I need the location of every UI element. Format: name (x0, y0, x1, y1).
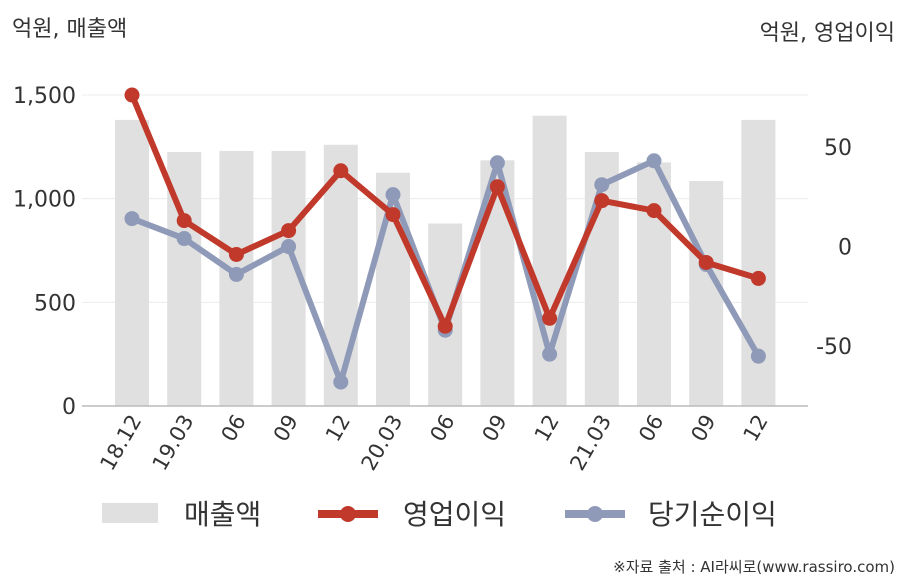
point-operating-profit-2 (228, 246, 244, 262)
point-operating-profit-9 (594, 193, 610, 209)
bar-revenue-10 (637, 162, 671, 406)
x-axis-ticks: 18.12 19.03 06 09 12 20.03 06 09 12 21.03 06 09 12 (95, 411, 772, 475)
left-axis-unit-label: 억원, 매출액 (12, 17, 127, 42)
left-y-tick-label-2: 1,000 (13, 188, 76, 213)
point-operating-profit-3 (281, 223, 297, 239)
bar-revenue-8 (532, 115, 567, 406)
point-net-income-8 (542, 346, 558, 362)
left-y-tick-label-0: 0 (62, 395, 76, 420)
point-net-income-10 (646, 153, 662, 169)
right-y-axis-ticks: -50 0 50 (816, 136, 852, 360)
point-net-income-5 (385, 187, 401, 203)
x-tick-label-10: 06 (634, 411, 668, 446)
point-operating-profit-12 (750, 270, 766, 286)
point-operating-profit-5 (385, 207, 401, 223)
bar-revenue-0 (115, 119, 149, 406)
point-operating-profit-4 (333, 163, 349, 179)
bar-revenue-11 (689, 181, 724, 406)
legend-label-operating-profit: 영업이익 (403, 498, 506, 531)
line-series (124, 87, 766, 390)
x-tick-label-3: 09 (269, 411, 303, 446)
right-axis-unit-label: 억원, 영업이익 (760, 21, 895, 46)
x-tick-label-2: 06 (217, 411, 251, 446)
x-tick-label-11: 09 (686, 411, 720, 446)
left-y-tick-label-3: 1,500 (13, 84, 76, 109)
bar-revenue-6 (428, 223, 463, 406)
point-net-income-9 (594, 177, 610, 193)
point-net-income-3 (281, 239, 297, 255)
point-net-income-12 (750, 348, 766, 364)
point-net-income-4 (333, 374, 349, 390)
x-tick-label-8: 12 (530, 411, 564, 446)
point-net-income-0 (124, 211, 140, 227)
right-y-tick-label-0: -50 (816, 335, 852, 360)
point-operating-profit-6 (437, 318, 453, 334)
point-operating-profit-10 (646, 203, 662, 219)
x-tick-label-7: 09 (478, 411, 512, 446)
x-tick-label-4: 12 (321, 411, 355, 446)
left-y-axis-ticks: 0 500 1,000 1,500 (13, 84, 76, 420)
point-operating-profit-8 (542, 310, 558, 326)
source-note: ※자료 출처 : AI라씨로(www.rassiro.com) (613, 558, 895, 576)
point-operating-profit-0 (124, 87, 140, 103)
x-tick-label-6: 06 (425, 411, 459, 446)
x-tick-label-12: 12 (739, 411, 773, 446)
point-operating-profit-7 (489, 179, 505, 195)
x-tick-label-9: 21.03 (565, 411, 616, 475)
point-net-income-2 (228, 266, 244, 282)
x-tick-label-5: 20.03 (356, 411, 407, 475)
point-operating-profit-1 (176, 213, 192, 229)
x-tick-label-0: 18.12 (95, 411, 146, 475)
legend: 매출액 영업이익 당기순이익 (102, 498, 777, 531)
point-operating-profit-11 (698, 254, 714, 270)
legend-label-net-income: 당기순이익 (648, 498, 777, 531)
point-net-income-7 (489, 155, 505, 171)
legend-swatch-net-income-marker (587, 506, 603, 522)
legend-swatch-operating-profit-marker (340, 506, 356, 522)
right-y-tick-label-1: 0 (838, 236, 852, 261)
left-y-tick-label-1: 500 (34, 291, 76, 316)
legend-label-revenue: 매출액 (184, 498, 261, 531)
x-tick-label-1: 19.03 (148, 411, 199, 475)
right-y-tick-label-2: 50 (824, 136, 852, 161)
bar-series (115, 115, 776, 406)
point-net-income-1 (176, 231, 192, 247)
legend-swatch-revenue (102, 503, 158, 523)
